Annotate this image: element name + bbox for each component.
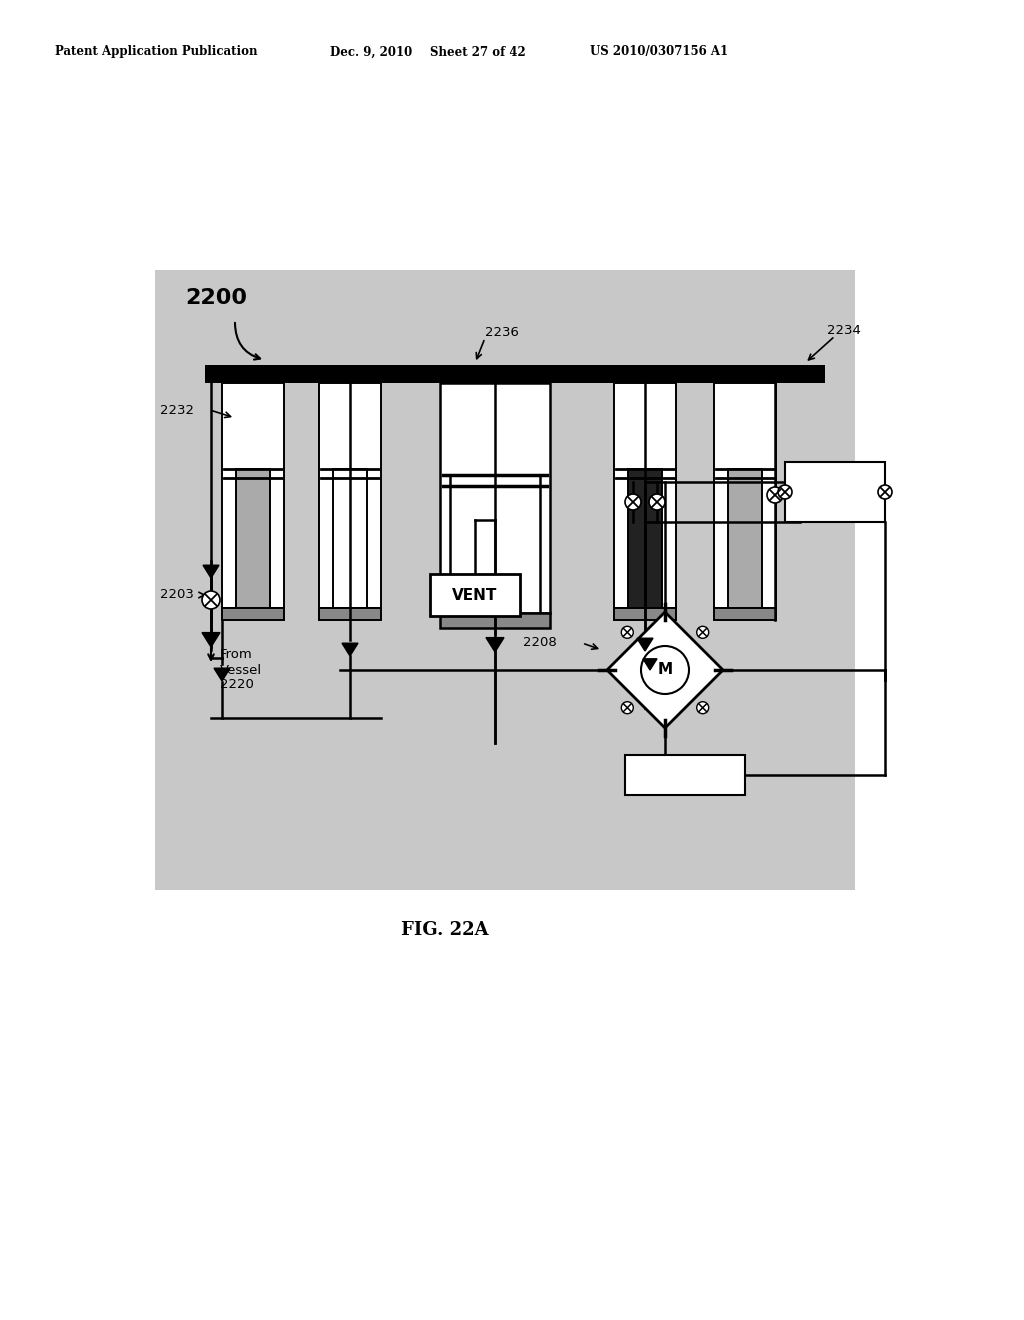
Text: VENT: VENT: [453, 587, 498, 602]
Polygon shape: [203, 565, 219, 578]
Bar: [155, 271, 855, 890]
Text: Dec. 9, 2010: Dec. 9, 2010: [330, 45, 413, 58]
Bar: [222, 609, 284, 620]
Bar: [714, 383, 776, 609]
Bar: [222, 383, 284, 609]
Text: Sheet 27 of 42: Sheet 27 of 42: [430, 45, 525, 58]
Bar: [430, 574, 520, 616]
Circle shape: [767, 487, 783, 503]
Circle shape: [641, 645, 689, 694]
Polygon shape: [202, 632, 220, 647]
Polygon shape: [214, 668, 230, 681]
Bar: [714, 609, 776, 620]
Text: 2200: 2200: [185, 288, 247, 308]
Text: M: M: [657, 663, 673, 677]
Text: Patent Application Publication: Patent Application Publication: [55, 45, 257, 58]
Polygon shape: [643, 659, 657, 671]
Polygon shape: [637, 638, 653, 651]
Bar: [205, 366, 825, 383]
Circle shape: [625, 494, 641, 510]
Text: 2208: 2208: [523, 635, 557, 648]
Circle shape: [622, 626, 633, 639]
Text: From
Vessel
2220: From Vessel 2220: [220, 648, 262, 692]
Bar: [440, 612, 550, 628]
Text: 2236: 2236: [485, 326, 519, 338]
Text: 2232: 2232: [160, 404, 194, 417]
Bar: [450, 475, 540, 612]
Circle shape: [878, 484, 892, 499]
Text: 2203: 2203: [160, 589, 194, 602]
Bar: [785, 462, 885, 521]
Bar: [628, 469, 663, 609]
Circle shape: [202, 591, 220, 609]
Bar: [333, 469, 368, 609]
Bar: [625, 755, 745, 795]
Bar: [728, 469, 762, 609]
Circle shape: [696, 702, 709, 714]
Text: 2234: 2234: [827, 323, 861, 337]
Text: US 2010/0307156 A1: US 2010/0307156 A1: [590, 45, 728, 58]
Text: FIG. 22A: FIG. 22A: [401, 921, 488, 939]
Circle shape: [649, 494, 665, 510]
Circle shape: [778, 484, 792, 499]
Circle shape: [622, 702, 633, 714]
Polygon shape: [342, 643, 358, 656]
Bar: [440, 383, 550, 612]
Polygon shape: [486, 638, 504, 652]
Bar: [319, 609, 381, 620]
Bar: [236, 469, 270, 609]
Polygon shape: [607, 612, 723, 729]
Circle shape: [696, 626, 709, 639]
Bar: [614, 609, 676, 620]
Bar: [319, 383, 381, 609]
Bar: [614, 383, 676, 609]
